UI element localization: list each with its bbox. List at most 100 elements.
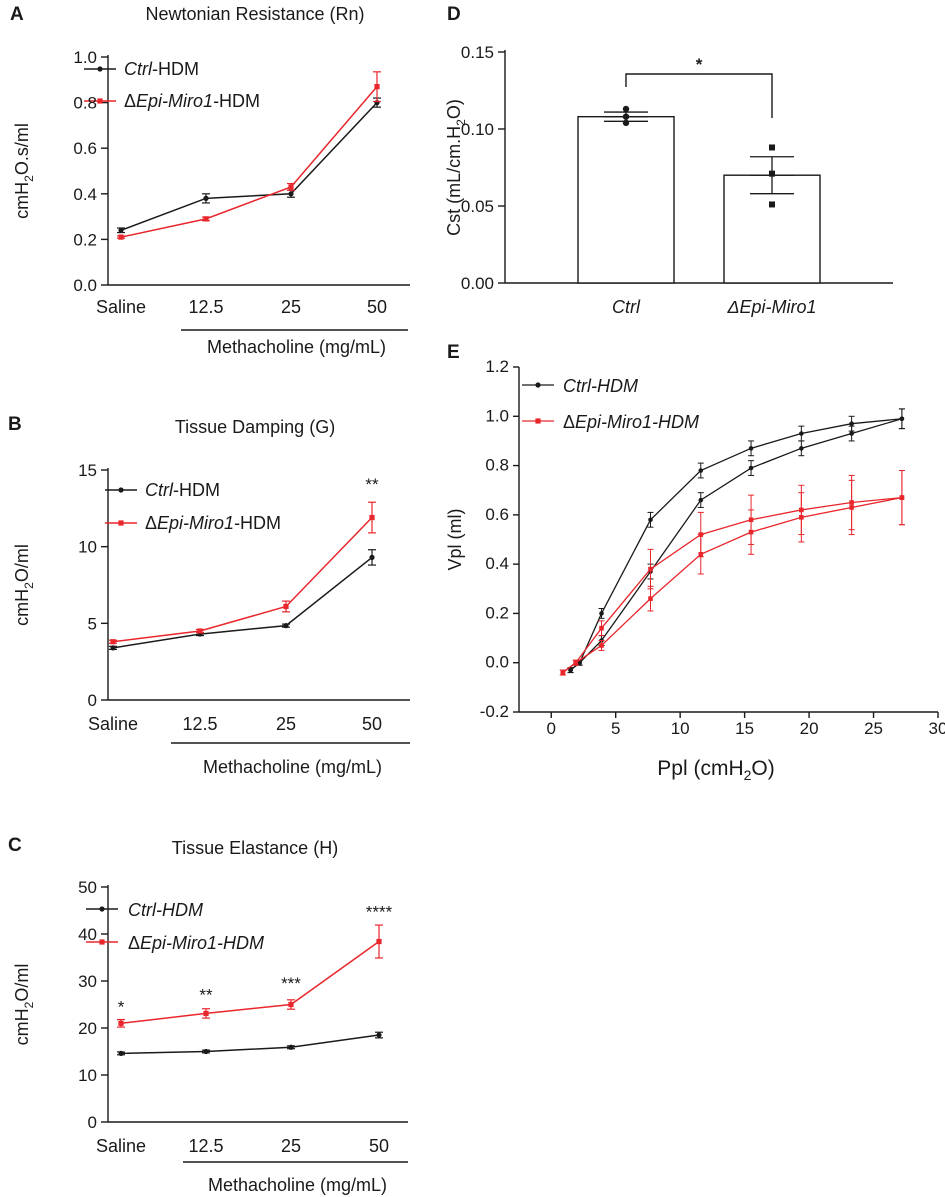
x-category-label-A: 12.5 [188,297,223,317]
data-point-C [118,1020,124,1026]
y-tick-label-B: 0 [88,691,97,710]
legend-label-A-0: Ctrl-HDM [124,59,199,79]
y-tick-label-C: 20 [78,1019,97,1038]
y-tick-label-C: 30 [78,972,97,991]
x-category-label-C: 25 [281,1136,301,1156]
data-point-E [849,431,854,436]
data-point-B [369,514,375,521]
data-point-E [698,497,704,503]
y-tick-label-A: 0.6 [73,139,97,158]
series-line-E-0 [570,418,902,671]
panel-A [84,55,410,331]
significance-bracket-D [625,73,773,118]
data-point-E [899,495,905,500]
data-point-E [698,551,704,557]
y-axis-label-A: cmH2O.s/ml [12,123,36,219]
data-point-E [748,465,754,471]
legend-marker-E-1 [535,418,541,424]
legend-label-C-1: ΔEpi-Miro1-HDM [128,933,264,953]
significance-marker-C: * [118,997,125,1016]
y-axis-label-C: cmH2O/ml [12,964,36,1046]
legend-label-E-1: ΔEpi-Miro1-HDM [563,412,699,432]
legend-label-B-1: ΔEpi-Miro1-HDM [145,513,281,533]
y-axis-label-B: cmH2O/ml [12,544,36,626]
panel-label-C: C [8,835,22,856]
x-category-label-C: Saline [96,1136,146,1156]
legend-label-B-0: Ctrl-HDM [145,480,220,500]
legend-marker-C-0 [99,906,105,912]
data-point-E [899,416,905,422]
data-point-A [288,184,294,190]
y-tick-label-A: 0.0 [73,276,97,295]
data-point-B [110,639,116,645]
series-line-C-1 [120,940,380,1025]
y-axis-label-C-group: cmH2O/ml [12,964,36,1046]
y-tick-label-E: 0.0 [485,653,509,672]
y-tick-label-A: 0.4 [73,185,97,204]
series-line-B-1 [112,517,373,643]
x-category-label-C: 50 [369,1136,389,1156]
data-point-E [560,670,566,675]
x-category-label-D: Ctrl [612,297,641,317]
series-line-E-2 [562,496,902,674]
y-tick-label-C: 50 [78,878,97,897]
data-point-C [203,1048,209,1055]
x-axis-label-A: Methacholine (mg/mL) [207,337,386,357]
chart-title-C: Tissue Elastance (H) [172,838,338,858]
x-category-label-B: 50 [362,714,382,734]
individual-point-D [622,105,630,113]
data-point-E [648,566,653,572]
data-point-B [110,645,116,651]
data-point-E [599,625,604,631]
data-point-B [197,628,203,634]
y-axis-label-D-group: Cst (mL/cm.H2O) [444,99,468,236]
x-axis-label-C: Methacholine (mg/mL) [208,1175,387,1195]
y-tick-label-E: 0.6 [485,505,509,524]
series-line-B-0 [112,556,373,649]
chart-title-A: Newtonian Resistance (Rn) [145,4,364,24]
data-point-E [648,517,653,523]
data-point-C [288,1044,294,1050]
y-tick-label-D: 0.15 [461,43,494,62]
individual-point-D [769,144,775,151]
x-axis-label-B: Methacholine (mg/mL) [203,757,382,777]
y-tick-label-B: 5 [88,614,97,633]
y-axis-label-B-group: cmH2O/ml [12,544,36,626]
series-line-C-0 [120,1034,380,1055]
data-point-A [118,227,124,233]
y-tick-label-D: 0.10 [461,120,494,139]
y-tick-label-E: 0.4 [485,554,509,573]
y-tick-label-D: 0.05 [461,197,494,216]
y-tick-label-E: 0.2 [485,603,509,622]
panel-B [101,468,410,744]
y-tick-label-A: 0.2 [73,230,97,249]
y-tick-label-B: 15 [78,461,97,480]
panel-label-A: A [10,4,24,25]
data-point-B [283,623,289,629]
data-point-E [849,421,854,426]
y-axis-label-A-group: cmH2O.s/ml [12,123,36,219]
y-tick-label-A: 1.0 [73,48,97,67]
individual-point-D [769,170,775,177]
data-point-E [573,660,579,666]
y-tick-label-E: 0.8 [485,456,509,475]
x-tick-label-E: 0 [546,719,555,738]
x-tick-label-E: 25 [864,719,883,738]
data-point-C [118,1050,124,1056]
data-point-B [283,603,289,610]
series-line-A-0 [120,102,378,231]
x-category-label-B: Saline [88,714,138,734]
data-point-E [568,667,573,673]
data-point-E [799,515,804,520]
x-category-label-A: 50 [367,297,387,317]
data-point-A [203,195,209,201]
legend-label-C-0: Ctrl-HDM [128,900,203,920]
data-point-C [203,1010,209,1017]
data-point-E [799,431,804,436]
y-tick-label-A: 0.8 [73,94,97,113]
significance-marker-C: ** [199,985,213,1004]
panel-C [86,885,408,1163]
data-point-E [748,446,754,451]
x-tick-label-E: 5 [611,719,620,738]
data-point-C [288,1001,294,1008]
